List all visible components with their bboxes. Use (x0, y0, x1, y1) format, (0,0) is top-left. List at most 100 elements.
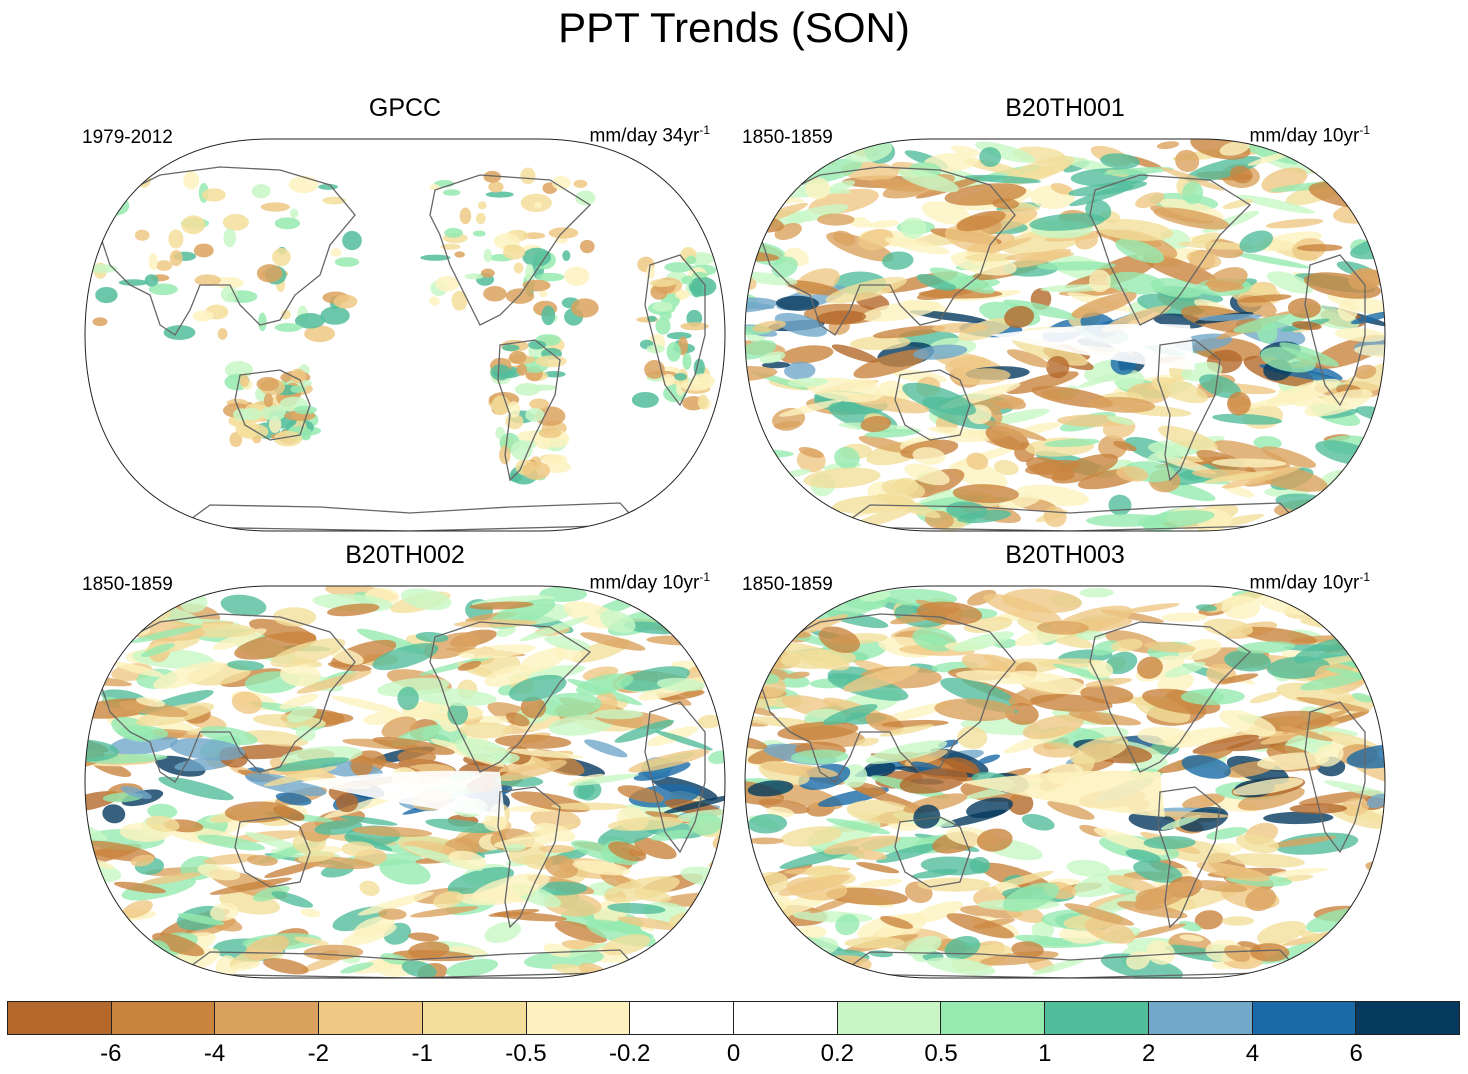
trend-patch (230, 961, 260, 971)
trend-patch (290, 385, 306, 394)
trend-patch (592, 709, 643, 720)
trend-patch (952, 368, 1011, 385)
trend-patch (952, 631, 1015, 652)
trend-patch (1257, 920, 1307, 945)
coastline (1089, 621, 1252, 773)
trend-patch (1265, 218, 1324, 229)
trend-patch (952, 461, 1008, 490)
map-b20th003 (744, 585, 1386, 979)
trend-patch (823, 835, 901, 855)
period-label: 1850-1859 (742, 127, 833, 148)
trend-patch (1245, 463, 1328, 492)
trend-patch (1103, 166, 1174, 176)
panel-title: B20TH001 (1005, 94, 1125, 122)
trend-patch (243, 730, 308, 747)
trend-patch (408, 932, 440, 942)
trend-patch (120, 786, 152, 800)
trend-patch (1266, 271, 1314, 294)
trend-patch (1350, 232, 1385, 260)
trend-patch (372, 643, 439, 671)
trend-patch (192, 310, 214, 322)
trend-patch (246, 854, 278, 866)
trend-patch (507, 401, 521, 418)
trend-patch (1198, 314, 1262, 321)
trend-patch (357, 891, 434, 916)
trend-patch (944, 183, 1027, 206)
trend-patch (664, 262, 693, 273)
trend-patch (200, 726, 258, 745)
trend-patch (1349, 174, 1385, 198)
trend-patch (861, 300, 941, 322)
trend-patch (1296, 244, 1343, 252)
trend-patch (220, 285, 238, 303)
trend-patch (745, 503, 786, 519)
trend-patch (1238, 294, 1292, 303)
trend-patch (264, 861, 322, 878)
trend-patch (85, 840, 156, 862)
trend-patch (1236, 641, 1296, 654)
trend-patch (631, 391, 659, 408)
trend-patch (786, 671, 810, 679)
trend-patch (931, 322, 989, 333)
trend-patch (113, 881, 167, 894)
trend-patch (112, 661, 165, 677)
trend-patch (1358, 612, 1381, 635)
trend-patch (490, 364, 511, 381)
trend-patch (85, 934, 115, 956)
trend-patch (1351, 463, 1385, 476)
trend-patch (1175, 149, 1200, 173)
trend-patch (85, 593, 139, 622)
period-label: 1850-1859 (82, 574, 173, 595)
trend-patch (745, 173, 761, 190)
trend-patch (223, 228, 237, 248)
trend-patch (454, 738, 512, 764)
trend-patch (1283, 593, 1367, 620)
trend-patch (538, 427, 562, 439)
trend-patch (177, 913, 225, 926)
trend-patch (234, 631, 317, 660)
trend-patch (1230, 165, 1253, 184)
units-label: mm/day 34yr-1 (589, 123, 710, 147)
trend-patch (519, 648, 567, 674)
trend-patch (1260, 346, 1316, 373)
trend-patch (697, 394, 709, 410)
trend-patch (1350, 311, 1385, 325)
trend-patch (535, 272, 565, 282)
trend-patch (778, 399, 842, 417)
trend-patch (85, 613, 134, 642)
trend-patch (183, 171, 200, 190)
trend-patch (983, 593, 1062, 624)
trend-patch (745, 503, 785, 520)
trend-patch (978, 419, 1047, 441)
coastline (178, 949, 642, 978)
trend-patch (275, 792, 312, 806)
trend-patch (263, 393, 274, 408)
trend-patch (304, 325, 336, 343)
trend-patch (342, 230, 362, 251)
trend-patch (750, 606, 777, 630)
trend-patch (488, 908, 540, 918)
trend-patch (573, 179, 588, 189)
trend-patch (1087, 660, 1114, 679)
trend-patch (102, 804, 126, 824)
trend-patch (1108, 494, 1132, 516)
trend-patch (152, 932, 205, 957)
trend-patch (271, 891, 314, 908)
trend-patch (745, 366, 778, 382)
panel-title: GPCC (368, 94, 442, 122)
trend-patch (449, 946, 488, 955)
trend-patch (410, 906, 479, 918)
trend-patch (239, 374, 250, 388)
trend-patch (633, 761, 691, 781)
trend-patch (1235, 834, 1280, 854)
trend-patch (1181, 793, 1225, 809)
trend-patch (420, 254, 451, 261)
trend-patch (1249, 943, 1290, 962)
trend-patch (1291, 321, 1322, 331)
trend-patch (1106, 415, 1134, 425)
trend-patch (201, 188, 226, 202)
trend-patch (920, 856, 988, 876)
colorbar-tick-label: -4 (203, 1040, 226, 1067)
trend-patch (682, 352, 692, 370)
trend-patch (485, 191, 514, 198)
